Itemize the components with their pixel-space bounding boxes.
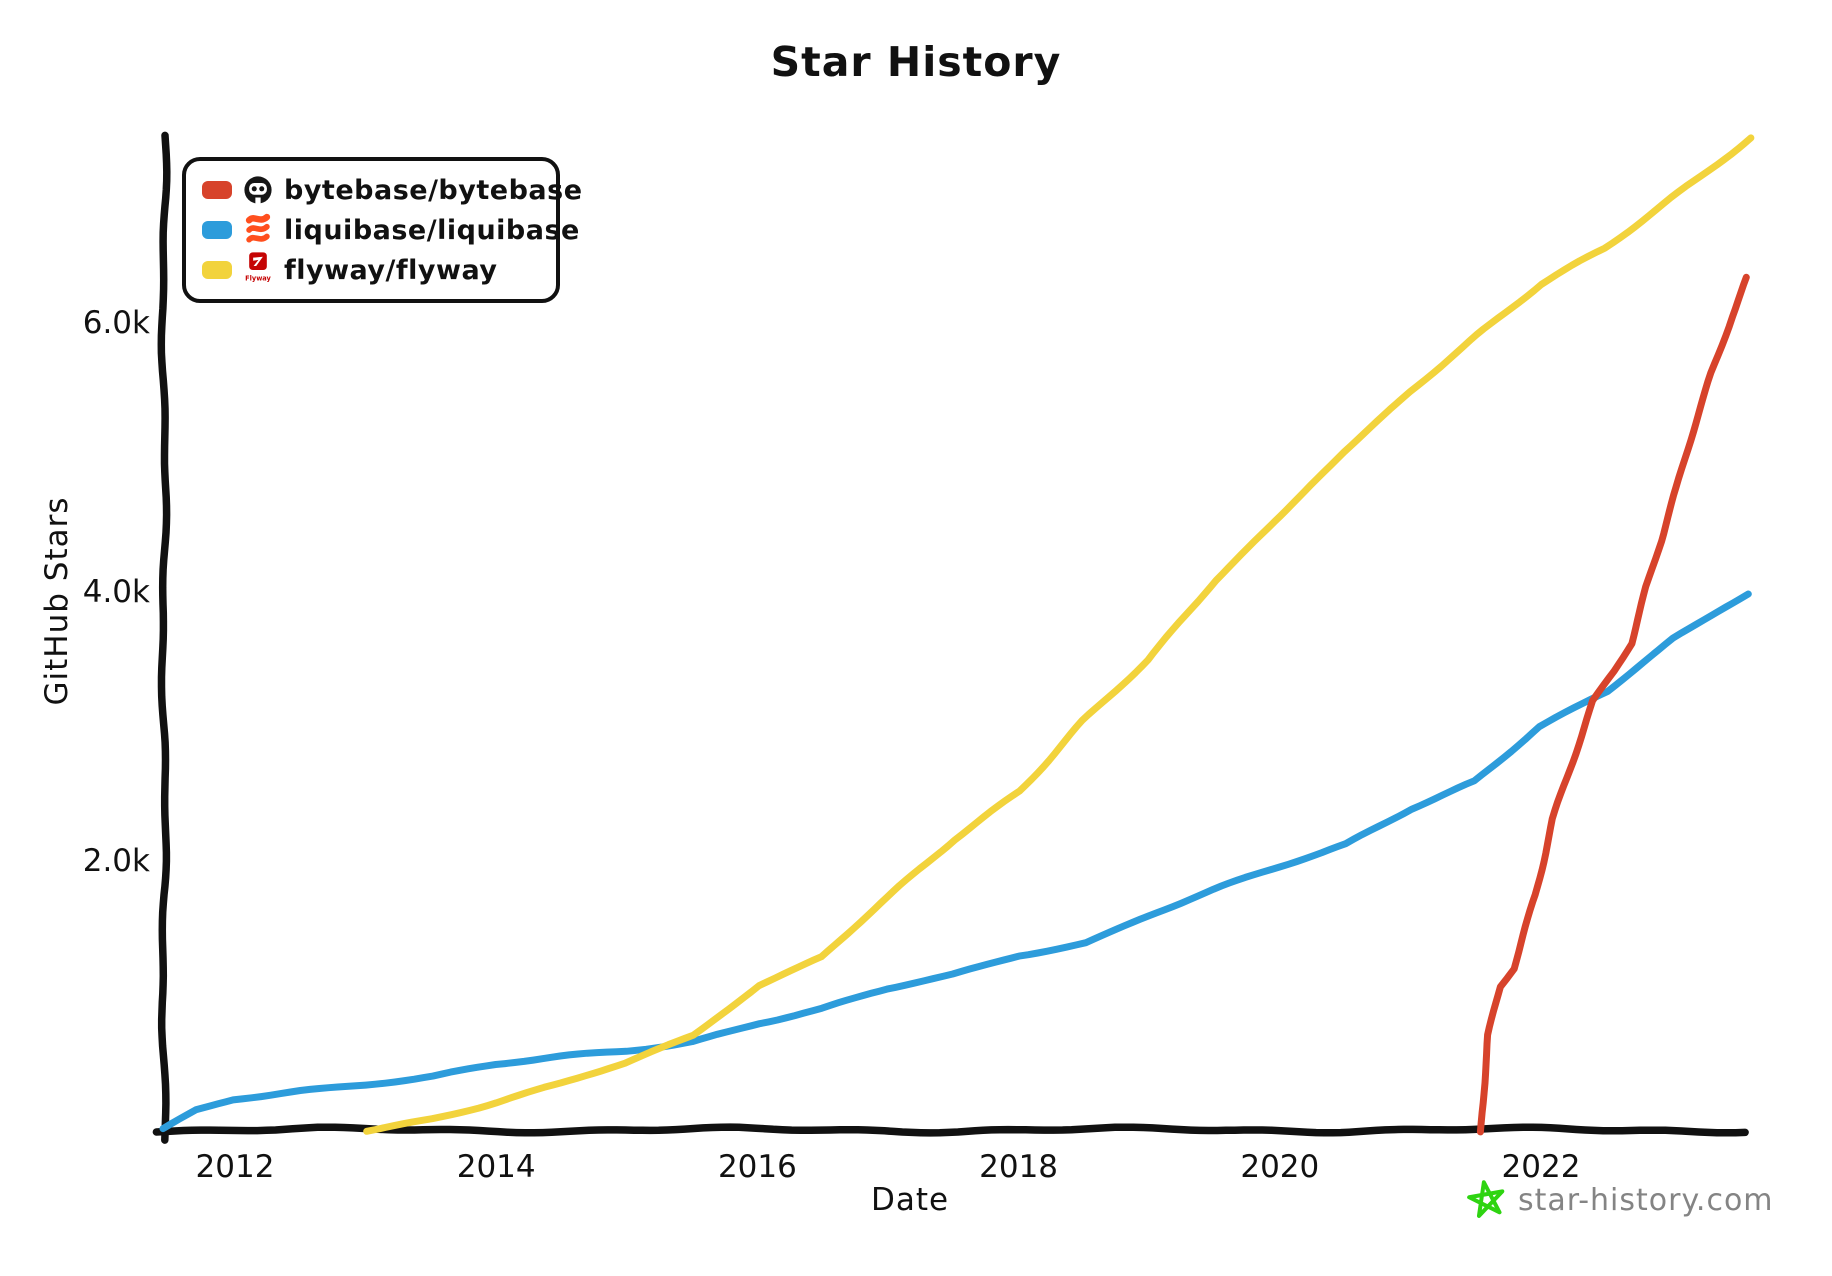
y-tick-label-4.0k: 4.0k — [82, 574, 150, 610]
legend-item-label: bytebase/bytebase — [284, 174, 583, 206]
x-tick-label-2016: 2016 — [717, 1149, 797, 1185]
series-line-flyway — [363, 134, 1755, 1135]
x-tick-label-2018: 2018 — [979, 1149, 1059, 1185]
legend-swatch — [202, 261, 232, 279]
legend-swatch — [202, 181, 232, 199]
watermark-text: star-history.com — [1518, 1182, 1774, 1218]
y-tick-label-2.0k: 2.0k — [82, 843, 150, 879]
series-line-liquibase — [159, 590, 1752, 1133]
x-tick-label-2012: 2012 — [195, 1149, 275, 1185]
page-title: Star History — [770, 38, 1062, 86]
y-tick-label-6.0k: 6.0k — [82, 305, 150, 341]
legend-item-bytebase: bytebase/bytebase — [202, 170, 582, 210]
y-axis-line — [157, 131, 171, 1144]
x-tick-label-2022: 2022 — [1501, 1149, 1581, 1185]
x-axis-title: Date — [870, 1182, 950, 1218]
flyway-logo-icon: Flyway — [242, 250, 274, 290]
legend-item-label: liquibase/liquibase — [284, 214, 580, 246]
legend: bytebase/bytebase liquibase/liquibase Flyw… — [182, 157, 582, 303]
star-icon — [1467, 1180, 1505, 1218]
bytebase-logo-icon — [242, 170, 274, 210]
legend-swatch — [202, 221, 232, 239]
svg-text:Flyway: Flyway — [245, 275, 271, 283]
legend-item-liquibase: liquibase/liquibase — [202, 210, 579, 250]
x-tick-label-2014: 2014 — [456, 1149, 536, 1185]
liquibase-logo-icon — [242, 210, 274, 250]
legend-rows: bytebase/bytebase liquibase/liquibase Flyw… — [202, 170, 582, 290]
legend-item-flyway: Flyway flyway/flyway — [202, 250, 556, 290]
x-tick-label-2020: 2020 — [1240, 1149, 1320, 1185]
watermark-link[interactable]: star-history.com — [1466, 1178, 1774, 1222]
y-axis-title: GitHub Stars — [39, 496, 75, 706]
legend-item-label: flyway/flyway — [284, 254, 498, 286]
series-line-bytebase — [1476, 273, 1750, 1136]
